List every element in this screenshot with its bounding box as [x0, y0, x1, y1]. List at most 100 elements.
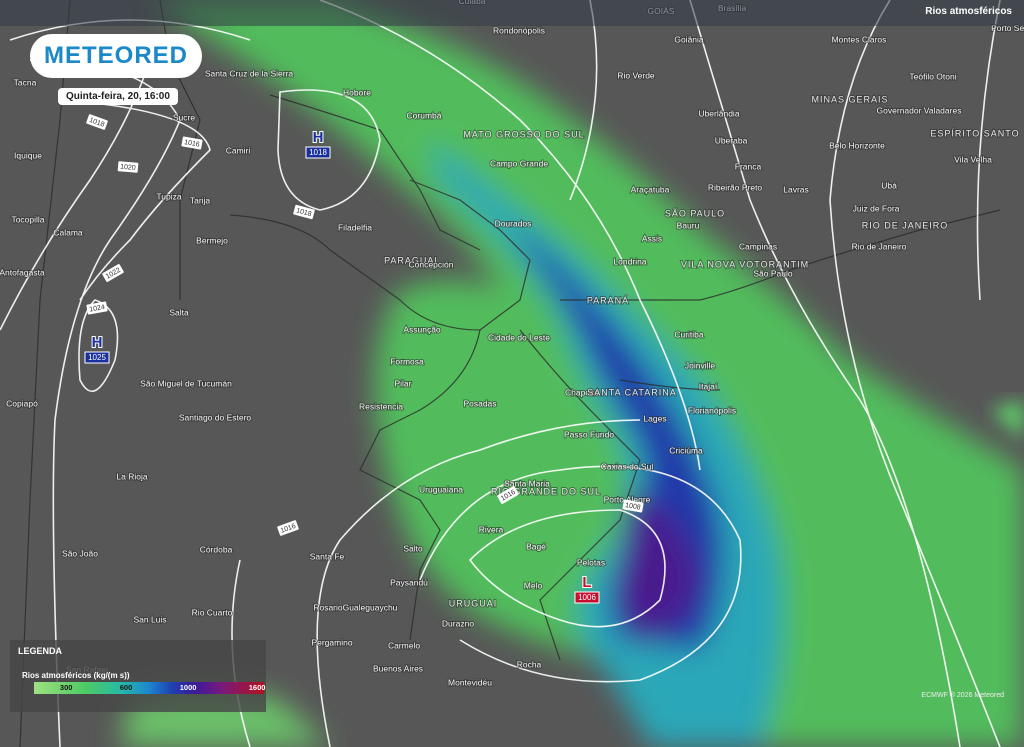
system-letter: L — [582, 574, 591, 591]
place-label: Tarija — [190, 195, 211, 205]
river-shading-edge — [990, 400, 1024, 440]
place-label: Belo Horizonte — [829, 140, 885, 150]
isobar-label-box — [622, 499, 644, 513]
place-label: Bauru — [677, 220, 700, 230]
system-box — [574, 591, 600, 604]
place-label: Paysandú — [390, 577, 428, 587]
logo[interactable]: METEORED — [30, 34, 202, 78]
region-label: RIO DE JANEIRO — [862, 220, 949, 230]
place-label: Iquique — [14, 150, 42, 160]
isobar-label: 1016 — [181, 136, 203, 150]
place-label: Santa Fe — [310, 551, 345, 561]
isobar-label-box — [102, 264, 124, 282]
region-label: SÃO PAULO — [665, 208, 725, 218]
place-label: Teófilo Otoni — [909, 71, 956, 81]
region-label: PARANÁ — [587, 295, 629, 305]
isobar-label-text: 1020 — [120, 164, 136, 172]
isobar-label-box — [497, 486, 519, 504]
isobar-label-box — [117, 161, 139, 173]
place-label: Rio Verde — [617, 70, 655, 80]
place-label: San Luis — [133, 614, 166, 624]
place-label: Durazno — [442, 618, 474, 628]
isobar-label: 1016 — [277, 520, 299, 536]
top-bar: Rios atmosféricos — [0, 0, 1024, 26]
region-label: URUGUAI — [449, 598, 498, 608]
isobar-label-box — [293, 204, 315, 220]
place-label: Vila Velha — [954, 154, 992, 164]
place-label: Uberlândia — [698, 108, 739, 118]
place-label: São Paulo — [753, 268, 792, 278]
system-letter: H — [92, 334, 103, 351]
system-pressure: 1006 — [578, 593, 596, 602]
pressure-systems: H 1018 H 1025 L 1006 — [84, 128, 600, 604]
isobar-label-text: 1008 — [625, 502, 642, 512]
place-label: Caxias do Sul — [601, 461, 654, 471]
place-label: Pelotas — [577, 557, 605, 567]
place-label: Juiz de Fora — [853, 203, 900, 213]
isobar-label: 1018 — [293, 204, 315, 220]
place-label: Santa Maria — [504, 478, 550, 488]
place-label: Corumbá — [407, 110, 442, 120]
isobar-label-box — [277, 520, 299, 536]
place-label: Santiago do Estero — [179, 412, 252, 422]
isobar-label: 1008 — [622, 499, 644, 513]
place-label: Londrina — [613, 256, 646, 266]
isobar-label-text: 1018 — [295, 207, 312, 218]
place-label: Franca — [735, 161, 762, 171]
place-label: Salto — [403, 543, 423, 553]
place-label: Melo — [524, 580, 543, 590]
place-label: Resistencia — [359, 401, 403, 411]
place-label: Antofagasta — [0, 267, 45, 277]
place-label: Campo Grande — [490, 158, 548, 168]
isobar-label-text: 1016 — [280, 523, 297, 535]
place-label: Bermejo — [196, 235, 228, 245]
region-label: PARAGUAI — [384, 255, 438, 265]
place-label: Uberaba — [715, 135, 748, 145]
place-label: Rosario — [313, 602, 343, 612]
place-label: Ubá — [881, 180, 897, 190]
place-label: Araçatuba — [631, 184, 670, 194]
place-label: Salta — [169, 307, 189, 317]
system-pressure: 1025 — [88, 353, 106, 362]
legend-tick: 1600 — [248, 683, 266, 692]
place-label: Santa Cruz de la Sierra — [205, 68, 294, 78]
legend-tick: 1000 — [179, 683, 197, 692]
place-label: Filadelfia — [338, 222, 372, 232]
place-label: Rivera — [479, 524, 504, 534]
place-label: São João — [62, 548, 98, 558]
place-label: Buenos Aires — [373, 663, 423, 673]
place-label: São Miguel de Tucumán — [140, 378, 232, 388]
legend: LEGENDA Rios atmosféricos (kg/(m s)) 300… — [10, 640, 266, 712]
place-label: Montevidéu — [448, 677, 492, 687]
isobar-label-text: 1024 — [89, 304, 106, 314]
place-label: Pergamino — [311, 637, 352, 647]
place-label: Posadas — [463, 398, 496, 408]
date-label: Quinta-feira, 20, 16:00 — [58, 88, 178, 105]
place-label: Pilar — [394, 378, 411, 388]
place-label: Uruguaiana — [419, 484, 463, 494]
place-label: Campinas — [739, 241, 777, 251]
place-label: La Rioja — [116, 471, 147, 481]
place-label: Concepción — [409, 259, 454, 269]
region-label: ESPÍRITO SANTO — [930, 128, 1019, 138]
isobar-label: 1024 — [86, 301, 108, 315]
place-label: Tupiza — [156, 191, 181, 201]
system-pressure: 1018 — [309, 148, 327, 157]
isobar-label: 1020 — [117, 161, 139, 173]
legend-tick: 600 — [119, 683, 133, 692]
place-label: Cidade do Leste — [488, 332, 550, 342]
isobar-label-text: 1018 — [88, 117, 105, 129]
place-label: Rondonópolis — [493, 25, 545, 35]
place-label: Bagé — [526, 541, 546, 551]
place-label: Montes Claros — [832, 34, 887, 44]
isobar-label-box — [86, 114, 108, 130]
place-label: Lages — [643, 413, 666, 423]
layer-button[interactable]: Rios atmosféricos — [925, 6, 1012, 17]
place-label: Lavras — [783, 184, 809, 194]
isobar-label-text: 1022 — [105, 267, 122, 281]
place-label: Tacna — [14, 77, 37, 87]
place-label: Ribeirão Preto — [708, 182, 763, 192]
place-label: Chapecó — [565, 387, 599, 397]
